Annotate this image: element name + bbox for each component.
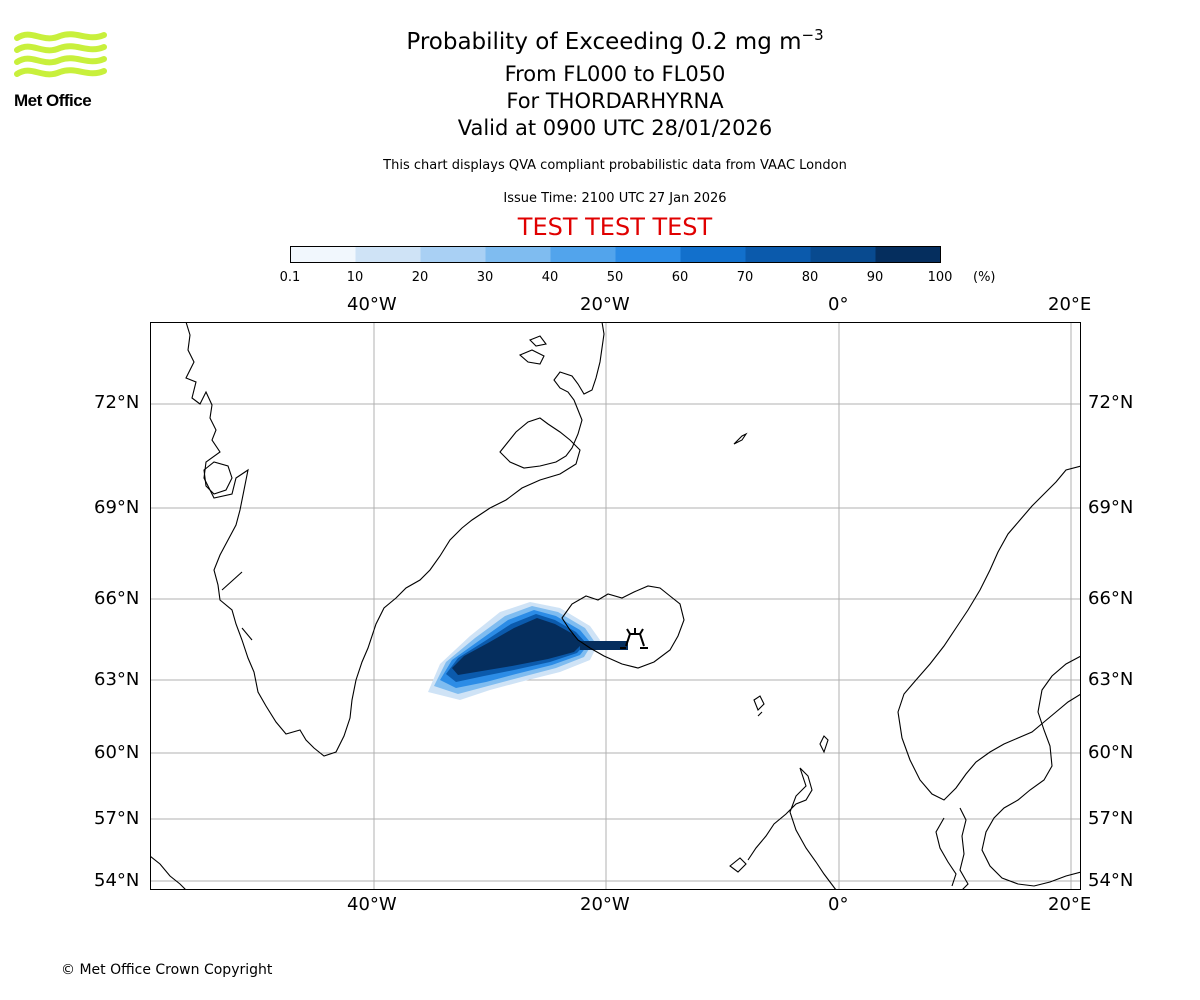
colorbar-segment — [810, 246, 876, 263]
lon-label-bottom-0: 0° — [828, 894, 849, 915]
colorbar — [290, 246, 941, 263]
colorbar-tick-label: 100 — [927, 270, 953, 285]
valid-time: Valid at 0900 UTC 28/01/2026 — [457, 116, 773, 140]
lat-label-right-72n: 72°N — [1088, 392, 1134, 413]
lon-label-top-20w: 20°W — [580, 294, 630, 315]
lat-label-right-57n: 57°N — [1088, 808, 1134, 829]
scandinavia-coastline — [897, 465, 1081, 801]
chart-title: Probability of Exceeding 0.2 mg m−3 — [406, 26, 824, 55]
lat-label-left-60n: 60°N — [94, 742, 140, 763]
map-frame — [150, 322, 1081, 890]
colorbar-tick-label: 70 — [736, 270, 754, 285]
colorbar-segment — [485, 246, 551, 263]
lat-label-right-66n: 66°N — [1088, 588, 1134, 609]
lon-label-top-0: 0° — [828, 294, 849, 315]
lon-label-bottom-20e: 20°E — [1048, 894, 1092, 915]
colorbar-tick-label: 10 — [346, 270, 364, 285]
met-office-logo: Met Office — [14, 30, 109, 116]
colorbar-tick-label: 20 — [411, 270, 429, 285]
colorbar-tick-label: 50 — [606, 270, 624, 285]
iceland-coastline — [561, 585, 685, 669]
britain-coastline — [747, 767, 837, 890]
colorbar-tick-label: 0.1 — [279, 270, 301, 285]
lat-label-right-54n: 54°N — [1088, 870, 1134, 891]
lat-label-left-69n: 69°N — [94, 497, 140, 518]
coastlines — [150, 322, 1081, 890]
colorbar-segment — [615, 246, 681, 263]
colorbar-segment — [420, 246, 486, 263]
lat-label-left-63n: 63°N — [94, 669, 140, 690]
colorbar-tick-label: 60 — [671, 270, 689, 285]
title-exponent: −3 — [801, 26, 824, 44]
greenland-coastline — [185, 322, 605, 757]
colorbar-tick-label: 90 — [866, 270, 884, 285]
lat-label-left-72n: 72°N — [94, 392, 140, 413]
lon-label-top-20e: 20°E — [1048, 294, 1092, 315]
lon-label-bottom-40w: 40°W — [347, 894, 397, 915]
lat-label-right-69n: 69°N — [1088, 497, 1134, 518]
lon-label-bottom-20w: 20°W — [580, 894, 630, 915]
colorbar-unit: (%) — [973, 270, 996, 285]
colorbar-segment — [550, 246, 616, 263]
colorbar-tick-label: 40 — [541, 270, 559, 285]
lat-label-right-60n: 60°N — [1088, 742, 1134, 763]
colorbar-segment — [290, 246, 356, 263]
lat-label-left-66n: 66°N — [94, 588, 140, 609]
lat-label-left-57n: 57°N — [94, 808, 140, 829]
issue-time: Issue Time: 2100 UTC 27 Jan 2026 — [503, 191, 727, 206]
colorbar-segment — [875, 246, 941, 263]
flight-level-range: From FL000 to FL050 — [504, 62, 726, 86]
colorbar-segment — [745, 246, 811, 263]
lat-label-right-63n: 63°N — [1088, 669, 1134, 690]
copyright: © Met Office Crown Copyright — [61, 962, 273, 978]
lon-label-top-40w: 40°W — [347, 294, 397, 315]
lat-label-left-54n: 54°N — [94, 870, 140, 891]
colorbar-segment — [355, 246, 421, 263]
gridlines — [150, 322, 1081, 890]
met-office-waves-icon — [14, 31, 107, 78]
colorbar-segment — [680, 246, 746, 263]
probability-plume — [428, 602, 628, 700]
volcano-icon — [620, 628, 648, 649]
test-banner: TEST TEST TEST — [517, 213, 713, 241]
volcano-name: For THORDARHYRNA — [506, 89, 724, 113]
met-office-logo-text: Met Office — [14, 91, 92, 110]
map — [150, 322, 1081, 890]
chart-description: This chart displays QVA compliant probab… — [383, 158, 847, 173]
colorbar-tick-label: 80 — [801, 270, 819, 285]
colorbar-tick-label: 30 — [476, 270, 494, 285]
